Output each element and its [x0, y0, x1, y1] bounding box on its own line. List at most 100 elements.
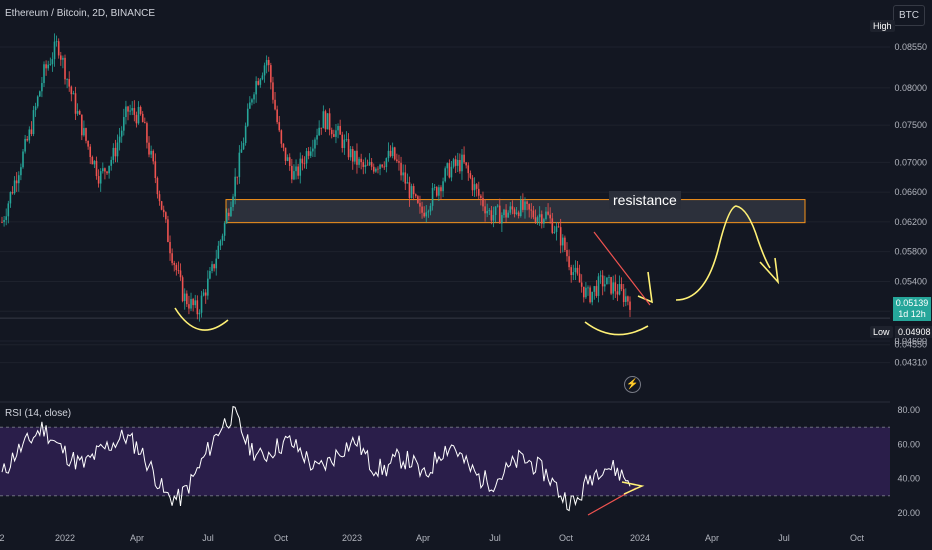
candle-body: [601, 275, 604, 287]
candle-body: [36, 96, 39, 107]
candle-body: [540, 214, 543, 224]
candle-body: [211, 264, 213, 271]
candle-body: [370, 161, 373, 167]
candle-body: [83, 128, 85, 136]
candle-body: [576, 267, 579, 274]
candle-body: [362, 162, 365, 167]
chart-title: Ethereum / Bitcoin, 2D, BINANCE: [5, 8, 156, 19]
candle-body: [49, 64, 52, 66]
candle-body: [356, 150, 358, 165]
price-tick-label: 0.04550: [894, 340, 927, 350]
candle-body: [291, 165, 293, 180]
flash-icon[interactable]: ⚡: [624, 376, 641, 393]
candle-body: [438, 187, 440, 196]
candle-body: [215, 258, 218, 269]
candle-body: [515, 212, 518, 215]
time-axis[interactable]: 2 2022 Apr Jul Oct 2023 Apr Jul Oct 2024 Apr Jul Oct: [0, 533, 864, 543]
last-price: 0.05139: [895, 298, 929, 308]
candle-body: [154, 161, 157, 178]
candle-body: [469, 173, 472, 178]
candle-body: [144, 122, 146, 124]
candle-body: [261, 75, 264, 80]
candle-body: [591, 291, 593, 303]
candle-body: [85, 128, 87, 141]
candle-body: [249, 102, 251, 109]
price-tick-label: 0.07500: [894, 120, 927, 130]
candle-body: [582, 286, 585, 298]
price-tick-label: 0.04600: [894, 336, 927, 346]
time-tick-label: Oct: [559, 533, 574, 543]
candle-body: [55, 41, 58, 43]
candle-body: [385, 158, 388, 167]
candle-body: [45, 64, 47, 69]
candle-body: [368, 161, 371, 165]
candle-body: [570, 267, 572, 276]
candle-body: [175, 264, 178, 271]
time-tick-label: Jul: [489, 533, 501, 543]
candle-body: [194, 300, 197, 306]
candle-body: [593, 286, 596, 292]
candle-body: [387, 150, 390, 159]
candle-body: [568, 256, 570, 268]
candle-body: [234, 176, 236, 197]
candle-body: [467, 165, 470, 174]
resistance-zone: [225, 199, 806, 224]
price-tick-label: 0.06200: [894, 217, 927, 227]
candle-body: [293, 171, 295, 180]
candle-body: [618, 284, 621, 295]
candle-body: [444, 168, 446, 182]
candle-body: [87, 140, 89, 147]
candle-body: [381, 164, 383, 167]
candle-body: [242, 143, 245, 150]
time-tick-label: Oct: [850, 533, 865, 543]
candle-body: [270, 65, 272, 83]
candle-body: [587, 287, 589, 289]
candle-body: [150, 150, 152, 155]
price-tick-label: 0.04310: [894, 358, 927, 368]
candle-body: [335, 130, 337, 137]
candle-body: [627, 296, 629, 302]
candle-body: [442, 181, 444, 192]
candle-body: [398, 161, 400, 163]
candle-body: [207, 278, 209, 296]
candle-body: [536, 217, 539, 222]
candle-body: [141, 113, 144, 123]
candle-body: [326, 113, 329, 130]
rsi-tick-label: 20.00: [897, 508, 920, 518]
candle-body: [173, 262, 176, 265]
candle-body: [91, 157, 94, 165]
candle-body: [461, 154, 463, 172]
currency-badge[interactable]: BTC: [893, 5, 925, 26]
candle-body: [314, 139, 316, 149]
candle-body: [341, 134, 344, 148]
candle-body: [78, 111, 81, 115]
time-tick-label: Apr: [705, 533, 719, 543]
drawn-curve-left: [174, 307, 229, 331]
candle-body: [131, 108, 134, 111]
candle-body: [76, 111, 79, 114]
candle-body: [24, 138, 26, 152]
candle-body: [423, 212, 425, 217]
candle-body: [127, 106, 129, 112]
candle-body: [498, 205, 501, 224]
candle-body: [282, 143, 285, 148]
candle-body: [488, 210, 491, 212]
candle-body: [204, 292, 207, 296]
candle-body: [60, 55, 62, 60]
candle-body: [162, 209, 165, 213]
candle-body: [133, 108, 136, 115]
candle-body: [106, 171, 108, 174]
rsi-band: [0, 427, 890, 496]
candle-body: [578, 273, 581, 283]
candle-body: [267, 60, 270, 66]
candle-body: [492, 215, 495, 221]
candle-body: [484, 206, 486, 214]
candle-body: [564, 237, 566, 251]
candle-body: [51, 59, 54, 65]
candle-body: [219, 240, 222, 246]
candle-body: [406, 182, 409, 184]
candle-body: [284, 147, 287, 161]
divergence-line-price: [593, 231, 651, 306]
candle-body: [276, 109, 278, 123]
